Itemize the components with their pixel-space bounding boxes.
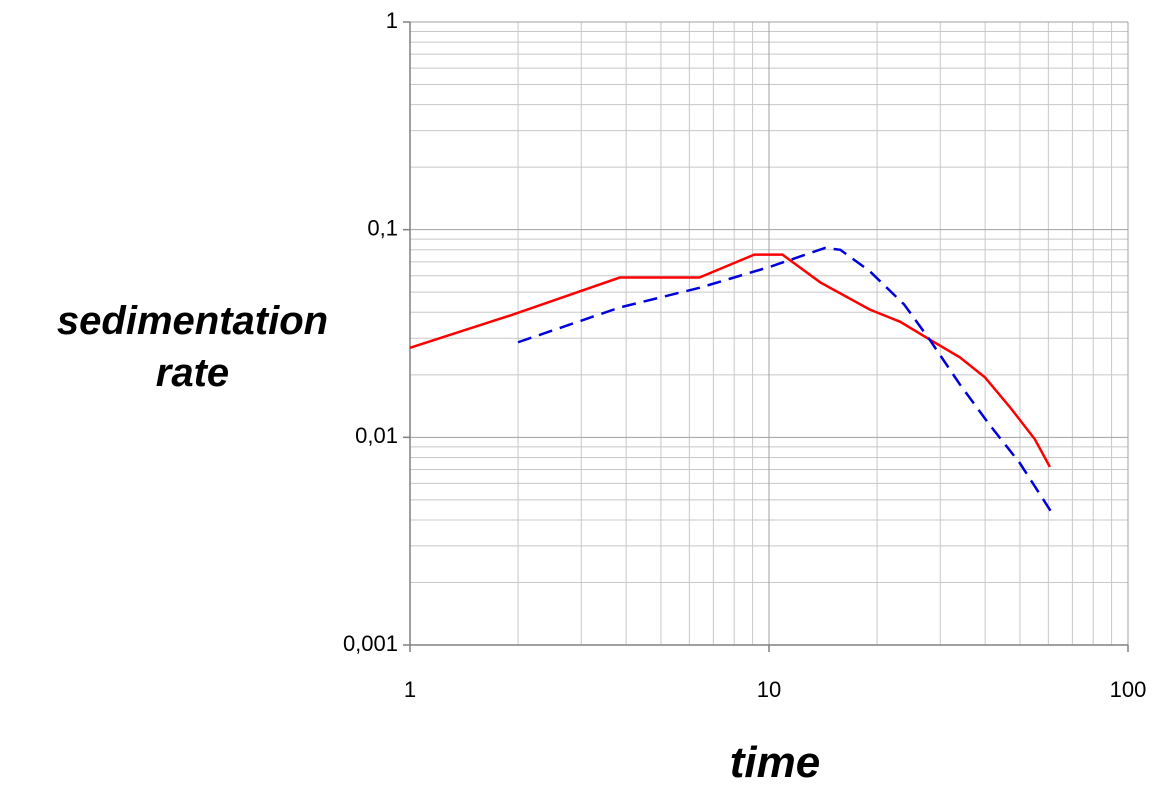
- x-tick-label: 100: [1110, 677, 1147, 702]
- y-axis-label: sedimentation rate: [56, 299, 329, 395]
- y-tick-label: 1: [386, 8, 398, 33]
- series-line: [409, 253, 1052, 468]
- y-tick-label: 0,1: [367, 215, 398, 240]
- series-line: [517, 246, 1052, 513]
- x-tick-label: 10: [757, 677, 781, 702]
- x-axis-label: time: [729, 738, 821, 787]
- y-tick-label: 0,001: [343, 631, 398, 656]
- y-tick-label: 0,01: [355, 423, 398, 448]
- x-tick-label: 1: [404, 677, 416, 702]
